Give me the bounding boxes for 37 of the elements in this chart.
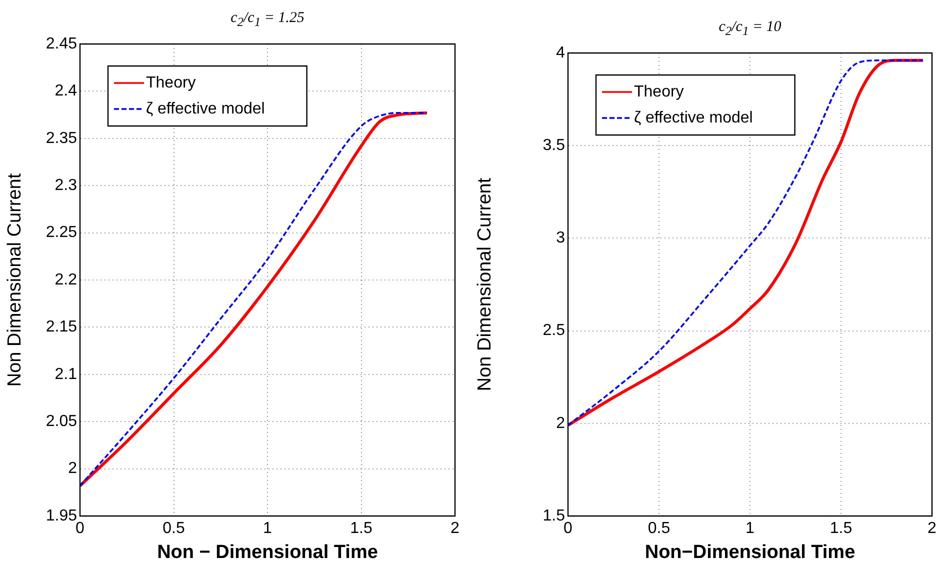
y-axis-title: Non Dimensional Current <box>4 172 26 387</box>
y-tick-label: 2.35 <box>46 130 78 147</box>
x-tick-label: 1 <box>263 520 272 538</box>
x-tick-label: 0.5 <box>648 520 670 538</box>
x-tick-label: 1 <box>746 520 755 538</box>
y-tick-label: 2.45 <box>46 35 78 52</box>
y-tick-label: 2.3 <box>54 177 78 194</box>
y-axis-title: Non Dimensional Current <box>474 177 496 392</box>
y-tick-label: 2.05 <box>46 413 78 430</box>
x-axis-title: Non−Dimensional Time <box>644 542 856 563</box>
y-tick-label: 3 <box>556 230 566 247</box>
legend-label: Theory <box>634 83 684 100</box>
y-tick-label: 1.5 <box>542 507 566 524</box>
x-axis-title: Non − Dimensional Time <box>157 542 378 563</box>
chart-title: c$_{2}$/c$_{1}$ = 10 <box>718 19 782 39</box>
y-tick-label: 2.2 <box>54 271 78 288</box>
x-tick-label: 2 <box>928 520 937 538</box>
x-tick-label: 1.5 <box>830 520 852 538</box>
legend-label: ζ effective model <box>146 100 265 118</box>
legend-label: ζ effective model <box>634 109 753 126</box>
x-tick-label: 0 <box>564 520 573 538</box>
y-tick-label: 4 <box>556 44 566 62</box>
x-tick-label: 0 <box>76 520 85 538</box>
y-tick-label: 2.4 <box>54 82 78 100</box>
x-tick-label: 0.5 <box>162 520 185 538</box>
y-tick-label: 2 <box>556 414 566 432</box>
y-tick-label: 2.5 <box>542 322 566 340</box>
y-tick-label: 2.15 <box>46 318 78 336</box>
y-tick-label: 2 <box>68 460 78 478</box>
y-tick-label: 2.25 <box>46 224 78 242</box>
legend-label: Theory <box>146 74 196 92</box>
y-tick-label: 2.1 <box>54 366 78 383</box>
chart-title: c$_{2}$/c$_{1}$ = 1.25 <box>230 10 306 30</box>
y-tick-label: 1.95 <box>46 507 78 524</box>
x-tick-label: 1.5 <box>350 520 372 538</box>
x-tick-label: 2 <box>450 520 460 538</box>
y-tick-label: 3.5 <box>542 137 566 154</box>
